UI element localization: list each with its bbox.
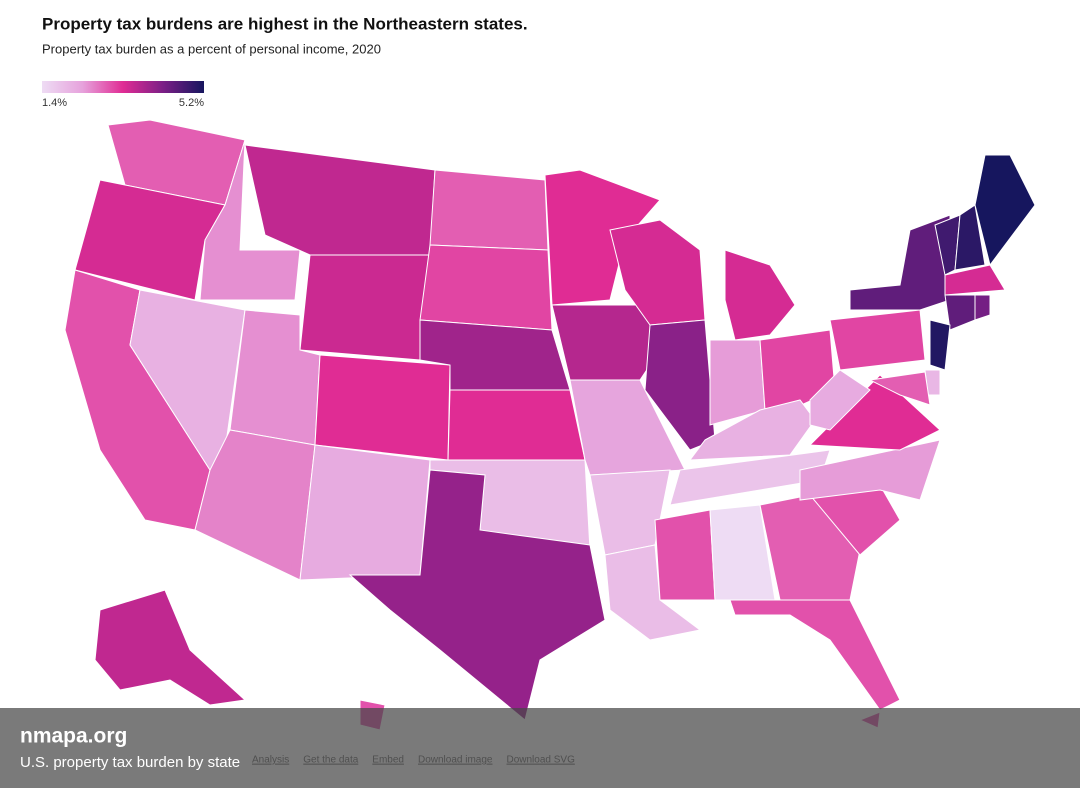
watermark-site: nmapa.org <box>20 725 127 748</box>
state <box>299 444 431 581</box>
state <box>419 244 553 331</box>
state <box>194 429 316 581</box>
state <box>724 249 796 341</box>
states <box>64 119 1036 731</box>
state <box>799 439 941 501</box>
subtitle: Property tax burden as a percent of pers… <box>42 41 381 56</box>
state <box>244 144 436 256</box>
watermark-caption: U.S. property tax burden by state <box>20 754 240 771</box>
state <box>447 389 586 461</box>
state <box>974 294 991 321</box>
title: Property tax burdens are highest in the … <box>42 14 528 33</box>
state <box>94 589 247 706</box>
state <box>348 469 606 721</box>
state <box>868 371 931 406</box>
state <box>849 214 951 311</box>
state <box>199 139 301 301</box>
state <box>654 509 716 601</box>
state <box>809 369 871 431</box>
legend-gradient <box>42 81 204 93</box>
legend-max-label: 5.2% <box>179 97 204 109</box>
watermark-bar <box>0 708 1080 788</box>
state <box>974 154 1036 267</box>
state <box>314 354 451 461</box>
state <box>429 169 549 251</box>
state <box>829 309 926 371</box>
legend-min-label: 1.4% <box>42 97 67 109</box>
state <box>954 204 986 271</box>
state <box>944 264 1006 296</box>
state <box>604 544 702 641</box>
state <box>929 319 951 371</box>
state <box>729 599 901 711</box>
state <box>299 254 431 361</box>
